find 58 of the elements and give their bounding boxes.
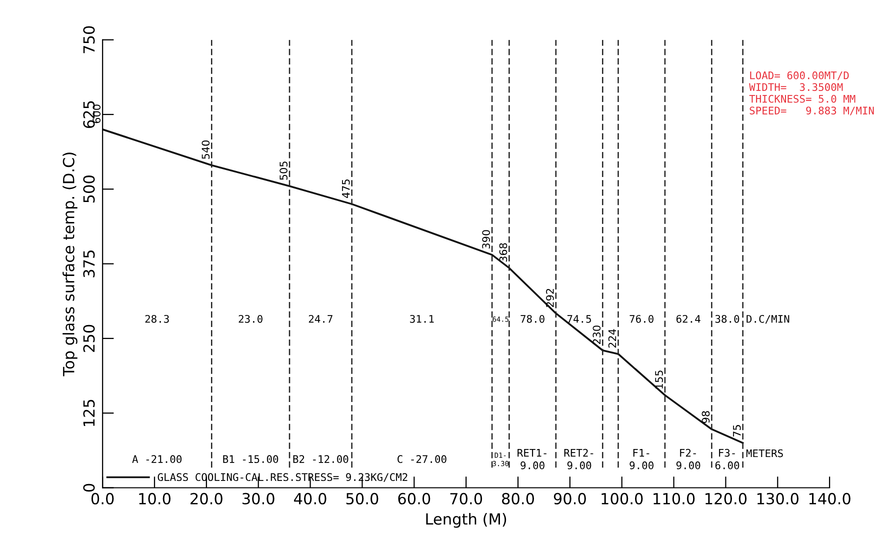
- y-tick-label: 500: [83, 176, 95, 203]
- data-label: 224: [608, 329, 616, 348]
- annotation: F3- 6.00: [715, 448, 740, 470]
- x-tick-label: 130.0: [757, 492, 798, 504]
- annotation: D.C/MIN: [746, 314, 790, 324]
- annotation: METERS: [746, 449, 783, 458]
- data-label: 292: [546, 288, 554, 308]
- x-tick-label: 30.0: [242, 492, 274, 504]
- y-tick-label: 250: [83, 324, 95, 352]
- x-tick-label: 90.0: [554, 492, 586, 504]
- annotation: 38.0: [715, 314, 740, 323]
- annotation: 76.0: [630, 314, 654, 323]
- data-label: 540: [202, 140, 210, 159]
- annotation: B2 -12.00: [293, 455, 348, 464]
- y-tick-label: 750: [83, 26, 95, 54]
- x-axis-title: Length (M): [426, 512, 506, 528]
- data-label: 368: [499, 243, 508, 262]
- y-tick-label: 625: [83, 101, 95, 128]
- data-label: 230: [592, 326, 601, 344]
- x-tick-label: 140.0: [809, 492, 850, 504]
- annotation: 78.0: [520, 314, 544, 323]
- x-tick-label: 10.0: [139, 492, 170, 504]
- annotation: A -21.00: [132, 455, 182, 464]
- annotation: 74.5: [567, 315, 591, 323]
- y-tick-label: 0: [83, 484, 95, 492]
- annotation: 23.0: [238, 314, 262, 323]
- x-tick-label: 40.0: [294, 492, 326, 504]
- annotation: 28.3: [145, 314, 169, 323]
- annotation: F2- 9.00: [676, 448, 700, 470]
- x-tick-label: 120.0: [706, 492, 747, 504]
- x-tick-label: 70.0: [450, 492, 482, 504]
- data-label: 475: [342, 180, 350, 198]
- annotation: F1- 9.00: [630, 449, 654, 470]
- y-axis-title: Top glass surface temp. (D.C): [62, 152, 78, 376]
- x-tick-label: 100.0: [602, 492, 643, 504]
- y-tick-label: 375: [83, 250, 95, 278]
- annotation: 31.1: [410, 314, 434, 323]
- x-tick-label: 110.0: [654, 492, 695, 504]
- annotation: C -27.00: [398, 455, 446, 464]
- annotation: RET2- 9.00: [564, 448, 594, 470]
- data-label: 505: [280, 162, 288, 180]
- legend-label: GLASS COOLING-CAL.RES.STRESS= 9.23KG/CM2: [158, 473, 408, 482]
- annotation: B1 -15.00: [223, 455, 278, 464]
- x-tick-label: 50.0: [346, 492, 378, 504]
- annotation: 62.4: [676, 314, 700, 323]
- x-tick-label: 0.0: [91, 492, 114, 504]
- annotation: LOAD= 600.00MT/D WIDTH= 3.3500M THICKNESS= 5.0 MM SPEED= 9.883 M/MIN: [749, 71, 874, 116]
- annotation: 24.7: [308, 314, 332, 323]
- annotation: RET1- 9.00: [518, 449, 546, 470]
- data-label: 390: [482, 230, 490, 248]
- x-tick-label: 80.0: [502, 492, 534, 504]
- y-tick-label: 125: [83, 400, 95, 426]
- data-label: 75: [733, 425, 741, 437]
- line-series: [102, 128, 744, 444]
- data-label: 98: [702, 411, 710, 424]
- data-label: 155: [655, 370, 663, 388]
- x-tick-label: 20.0: [190, 492, 222, 504]
- x-tick-label: 60.0: [398, 492, 430, 504]
